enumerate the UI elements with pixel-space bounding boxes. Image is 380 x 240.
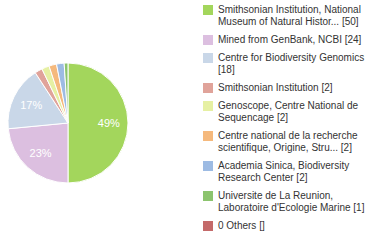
- html-text:Centre national de la recherch: Centre national de la recherche scientif…: [218, 130, 358, 153]
- html-text:Centre for Biodiversity Genomi: Centre for Biodiversity Genomics [18]: [218, 52, 365, 75]
- html-text:Smithsonian Institution [2]: Smithsonian Institution [2]: [218, 82, 333, 93]
- html-text:Genoscope, Centre National de: Genoscope, Centre National de Sequencage…: [218, 100, 359, 123]
- svg-text:49%: 49%: [98, 117, 120, 129]
- svg-text:17%: 17%: [20, 99, 42, 111]
- html-text:Smithsonian Institution, Natio: Smithsonian Institution, National Museum…: [218, 4, 361, 27]
- html-text:0 Others []: 0 Others []: [218, 220, 265, 231]
- html-text:Mined from GenBank, NCBI [24]: Mined from GenBank, NCBI [24]: [218, 34, 362, 45]
- html-text:Academia Sinica, Biodiversity: Academia Sinica, Biodiversity Research C…: [218, 160, 350, 183]
- html-text:Universite de La Reunion, Labo: Universite de La Reunion, Laboratoire d'…: [218, 190, 365, 213]
- svg-text:23%: 23%: [30, 147, 52, 159]
